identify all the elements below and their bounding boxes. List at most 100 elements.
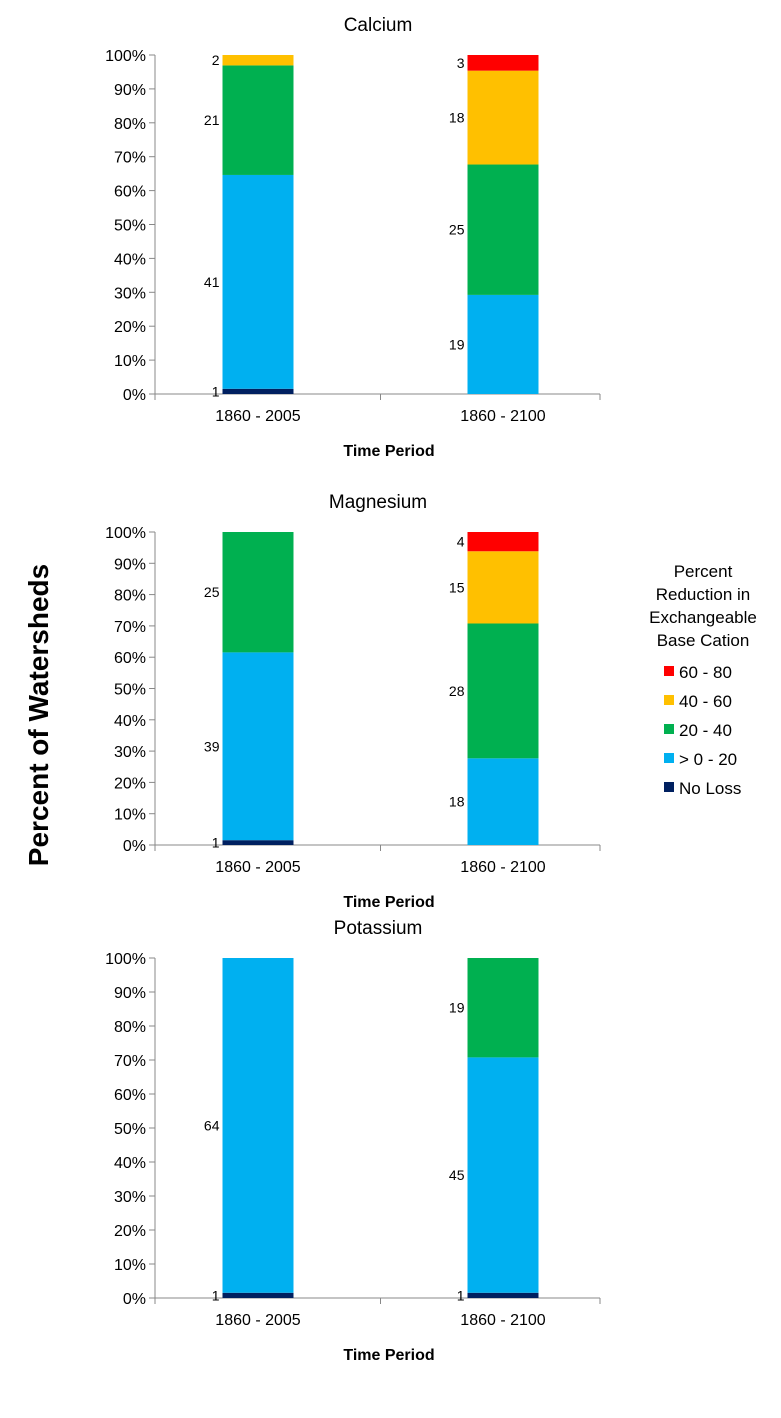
y-tick-label: 90% xyxy=(114,985,146,1002)
y-tick-label: 80% xyxy=(114,1019,146,1036)
y-tick-label: 40% xyxy=(114,713,146,730)
bar-segment xyxy=(467,164,539,295)
bar-segment xyxy=(467,551,539,624)
x-axis-title: Time Period xyxy=(343,1347,434,1364)
bar-segment xyxy=(467,294,539,394)
y-tick-label: 40% xyxy=(114,1155,146,1172)
y-tick-label: 80% xyxy=(114,588,146,605)
bar-segment xyxy=(467,1057,539,1293)
legend-swatch xyxy=(664,724,674,734)
data-label: 1 xyxy=(457,1287,465,1303)
legend: Percent Reduction in Exchangeable Base Cati… xyxy=(649,562,757,798)
legend-title: Base Cation xyxy=(657,631,750,650)
y-tick-label: 0% xyxy=(123,838,146,855)
chart-title: Calcium xyxy=(344,15,413,36)
data-label: 3 xyxy=(457,55,465,71)
y-axis-label: Percent of Watersheds xyxy=(23,564,54,866)
bar-segment xyxy=(467,758,539,845)
legend-item-label: 20 - 40 xyxy=(679,721,732,740)
x-tick-label: 1860 - 2005 xyxy=(215,408,301,425)
y-tick-label: 60% xyxy=(114,1087,146,1104)
data-label: 1 xyxy=(212,835,220,851)
legend-swatch xyxy=(664,753,674,763)
bar-segment xyxy=(467,958,539,1058)
y-tick-label: 0% xyxy=(123,1291,146,1308)
chart-title: Magnesium xyxy=(329,492,427,513)
x-tick-label: 1860 - 2005 xyxy=(215,1312,301,1329)
bar-segment xyxy=(467,532,539,552)
data-label: 19 xyxy=(449,336,465,352)
y-tick-label: 20% xyxy=(114,319,146,336)
y-tick-label: 50% xyxy=(114,682,146,699)
data-label: 18 xyxy=(449,794,465,810)
chart-title: Potassium xyxy=(334,918,423,939)
bar-segment xyxy=(222,55,294,66)
y-tick-label: 90% xyxy=(114,82,146,99)
legend-title: Exchangeable xyxy=(649,608,757,627)
y-tick-label: 20% xyxy=(114,1223,146,1240)
bar-segment xyxy=(222,65,294,175)
x-axis-title: Time Period xyxy=(343,894,434,911)
y-tick-label: 10% xyxy=(114,1257,146,1274)
data-label: 4 xyxy=(457,534,465,550)
data-label: 2 xyxy=(212,52,220,68)
data-label: 15 xyxy=(449,579,465,595)
y-tick-label: 40% xyxy=(114,251,146,268)
y-tick-label: 50% xyxy=(114,218,146,235)
bar-segment xyxy=(467,70,539,165)
bar-segment xyxy=(467,1292,539,1298)
legend-swatch xyxy=(664,695,674,705)
y-tick-label: 100% xyxy=(105,525,146,542)
y-tick-label: 10% xyxy=(114,353,146,370)
y-tick-label: 20% xyxy=(114,775,146,792)
x-tick-label: 1860 - 2100 xyxy=(460,859,546,876)
y-tick-label: 90% xyxy=(114,556,146,573)
y-tick-label: 60% xyxy=(114,184,146,201)
data-label: 64 xyxy=(204,1117,220,1133)
legend-item-label: > 0 - 20 xyxy=(679,750,737,769)
data-label: 41 xyxy=(204,274,220,290)
y-tick-label: 70% xyxy=(114,150,146,167)
bar-segment xyxy=(222,958,294,1293)
legend-item-label: 40 - 60 xyxy=(679,692,732,711)
data-label: 21 xyxy=(204,112,220,128)
y-tick-label: 30% xyxy=(114,1189,146,1206)
data-label: 25 xyxy=(449,222,465,238)
bar-segment xyxy=(222,1292,294,1298)
y-tick-label: 100% xyxy=(105,48,146,65)
legend-title: Percent xyxy=(674,562,733,581)
y-tick-label: 0% xyxy=(123,387,146,404)
bar-segment xyxy=(222,174,294,389)
x-tick-label: 1860 - 2100 xyxy=(460,1312,546,1329)
y-tick-label: 100% xyxy=(105,951,146,968)
data-label: 39 xyxy=(204,738,220,754)
x-tick-label: 1860 - 2100 xyxy=(460,408,546,425)
data-label: 18 xyxy=(449,110,465,126)
y-tick-label: 80% xyxy=(114,116,146,133)
bar-segment xyxy=(222,840,294,845)
legend-swatch xyxy=(664,666,674,676)
x-tick-label: 1860 - 2005 xyxy=(215,859,301,876)
legend-item-label: 60 - 80 xyxy=(679,663,732,682)
y-tick-label: 70% xyxy=(114,1053,146,1070)
data-label: 1 xyxy=(212,383,220,399)
bar-segment xyxy=(222,532,294,653)
chart-panel-calcium: Calcium 0% 10% 20% 30% 40% 50% 60% 70% 80% 90% 100%… xyxy=(105,15,601,460)
chart-panel-potassium: Potassium 0% 10% 20% 30% 40% 50% 60% 70% 80% 90% 10… xyxy=(105,918,601,1364)
legend-swatch xyxy=(664,782,674,792)
data-label: 19 xyxy=(449,1000,465,1016)
bar-segment xyxy=(222,652,294,841)
data-label: 1 xyxy=(212,1287,220,1303)
y-tick-label: 30% xyxy=(114,285,146,302)
legend-item-label: No Loss xyxy=(679,779,741,798)
data-label: 28 xyxy=(449,683,465,699)
y-tick-label: 30% xyxy=(114,744,146,761)
chart-panel-magnesium: Magnesium 0% 10% 20% 30% 40% 50% 60% 70% 80% 90% 10… xyxy=(105,492,601,911)
y-tick-label: 60% xyxy=(114,650,146,667)
data-label: 45 xyxy=(449,1167,465,1183)
y-tick-label: 50% xyxy=(114,1121,146,1138)
data-label: 25 xyxy=(204,584,220,600)
bar-segment xyxy=(467,623,539,759)
x-axis-title: Time Period xyxy=(343,443,434,460)
